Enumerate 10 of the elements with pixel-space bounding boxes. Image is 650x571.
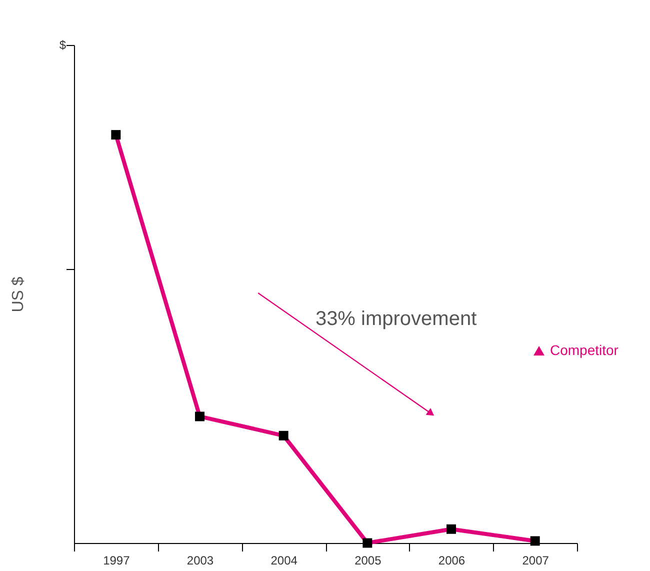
x-tick-label: 2005	[354, 554, 382, 568]
x-tick-label: 1997	[103, 554, 130, 568]
text: $	[59, 38, 66, 52]
y-axis-title: US $	[10, 276, 27, 312]
x-tick-label: 2003	[186, 554, 214, 568]
x-tick-label: 2006	[438, 554, 466, 568]
annotation: 33% improvement	[315, 308, 478, 330]
x-tick-label: 2004	[270, 554, 298, 568]
legend-label: Competitor	[550, 342, 619, 358]
x-tick-label: 2007	[522, 554, 550, 568]
